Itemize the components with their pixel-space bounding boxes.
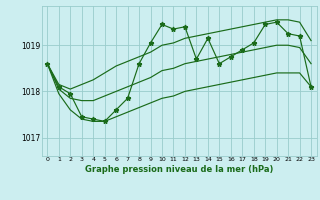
X-axis label: Graphe pression niveau de la mer (hPa): Graphe pression niveau de la mer (hPa) — [85, 165, 273, 174]
